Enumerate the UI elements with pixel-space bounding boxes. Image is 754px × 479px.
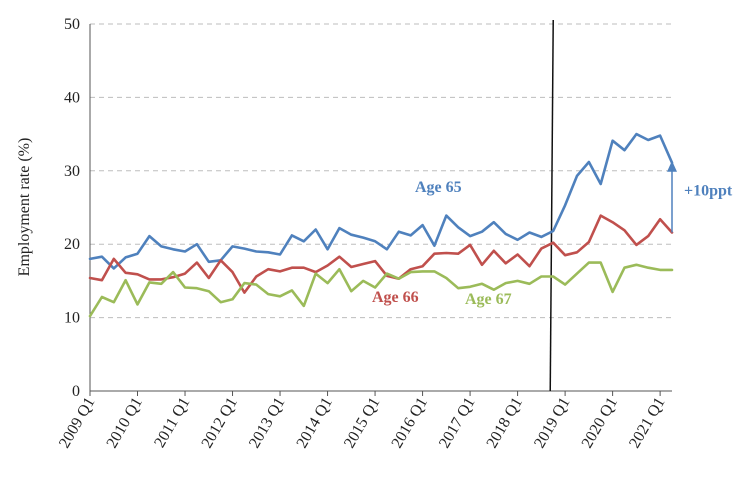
x-tick-label: 2014 Q1 [294,395,337,452]
x-tick-label: 2020 Q1 [579,395,622,452]
y-tick-label: 0 [72,383,80,400]
series-lines [88,132,674,318]
series-line-age-65 [88,132,674,270]
label-age-67: Age 67 [465,291,512,308]
x-tick-label: 2019 Q1 [531,395,574,452]
y-tick-label: 40 [64,89,80,106]
vertical-marker-line [549,19,554,392]
x-tick-label: 2015 Q1 [341,395,384,452]
increase-annotation: +10ppt [667,160,733,233]
series-line-age-66 [88,214,674,294]
x-tick-labels: 2009 Q1 2010 Q1 2011 Q1 2012 Q1 2013 Q1 2014 … [56,391,669,451]
annotation-label: +10ppt [684,183,733,200]
x-tick-label: 2012 Q1 [198,395,241,452]
series-line-age-67 [88,261,674,318]
y-tick-label: 50 [64,16,80,33]
y-tick-label: 30 [64,163,80,180]
label-age-65: Age 65 [415,179,462,196]
y-tick-label: 20 [64,236,80,253]
x-tick-label: 2013 Q1 [246,395,289,452]
x-tick-label: 2018 Q1 [484,395,527,452]
x-tick-label: 2011 Q1 [151,395,193,451]
y-tick-labels: 0 10 20 30 40 50 [64,16,80,400]
y-tick-label: 10 [64,310,80,327]
x-tick-label: 2021 Q1 [626,395,669,452]
annotation-arrow-head [667,160,677,172]
gridlines [90,23,672,319]
x-tick-label: 2010 Q1 [103,395,146,452]
x-tick-label: 2016 Q1 [389,395,432,452]
y-axis-label: Employment rate (%) [16,138,33,277]
x-tick-label: 2017 Q1 [436,395,479,452]
label-age-66: Age 66 [372,289,419,306]
x-tick-label: 2009 Q1 [56,395,99,452]
